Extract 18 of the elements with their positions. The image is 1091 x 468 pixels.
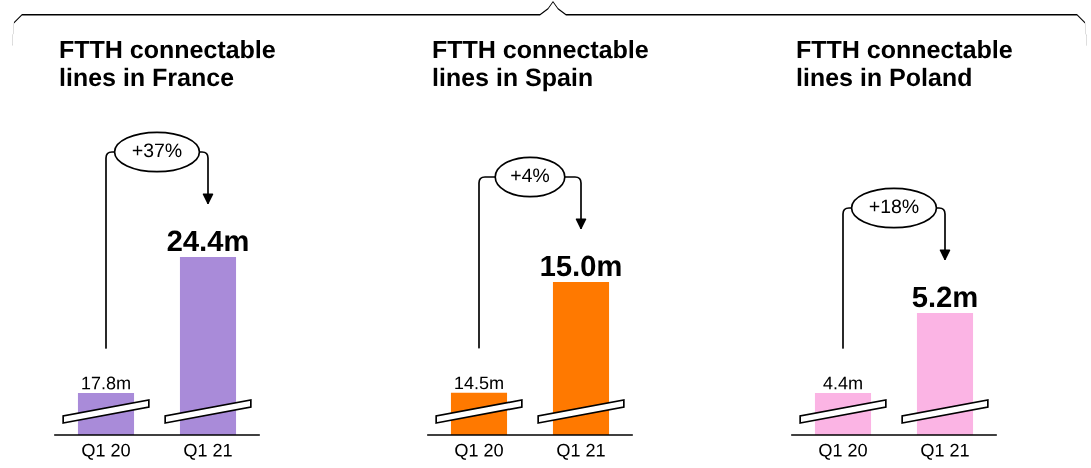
x-tick-label: Q1 20	[819, 443, 867, 460]
chart-title: FTTH connectable lines in France	[60, 40, 275, 87]
text: +4%	[511, 168, 550, 183]
text: +18%	[869, 199, 919, 214]
data-label: 15.0m	[541, 255, 621, 277]
data-label: 4.4m	[823, 376, 862, 390]
x-tick-label: Q1 20	[455, 443, 503, 460]
x-tick-label: Q1 21	[921, 443, 969, 460]
data-label: 24.4m	[167, 230, 248, 251]
data-label: 17.8m	[82, 376, 130, 390]
x-tick-label: Q1 21	[184, 443, 232, 460]
data-label: 5.2m	[912, 286, 977, 308]
x-tick-label: Q1 21	[557, 443, 605, 460]
chart-title: FTTH connectable lines in Poland	[797, 40, 1012, 87]
text: +37%	[132, 143, 182, 158]
x-tick-label: Q1 20	[82, 443, 130, 460]
chart-title: FTTH connectable lines in Spain	[433, 40, 648, 92]
data-label: 14.5m	[455, 376, 503, 390]
